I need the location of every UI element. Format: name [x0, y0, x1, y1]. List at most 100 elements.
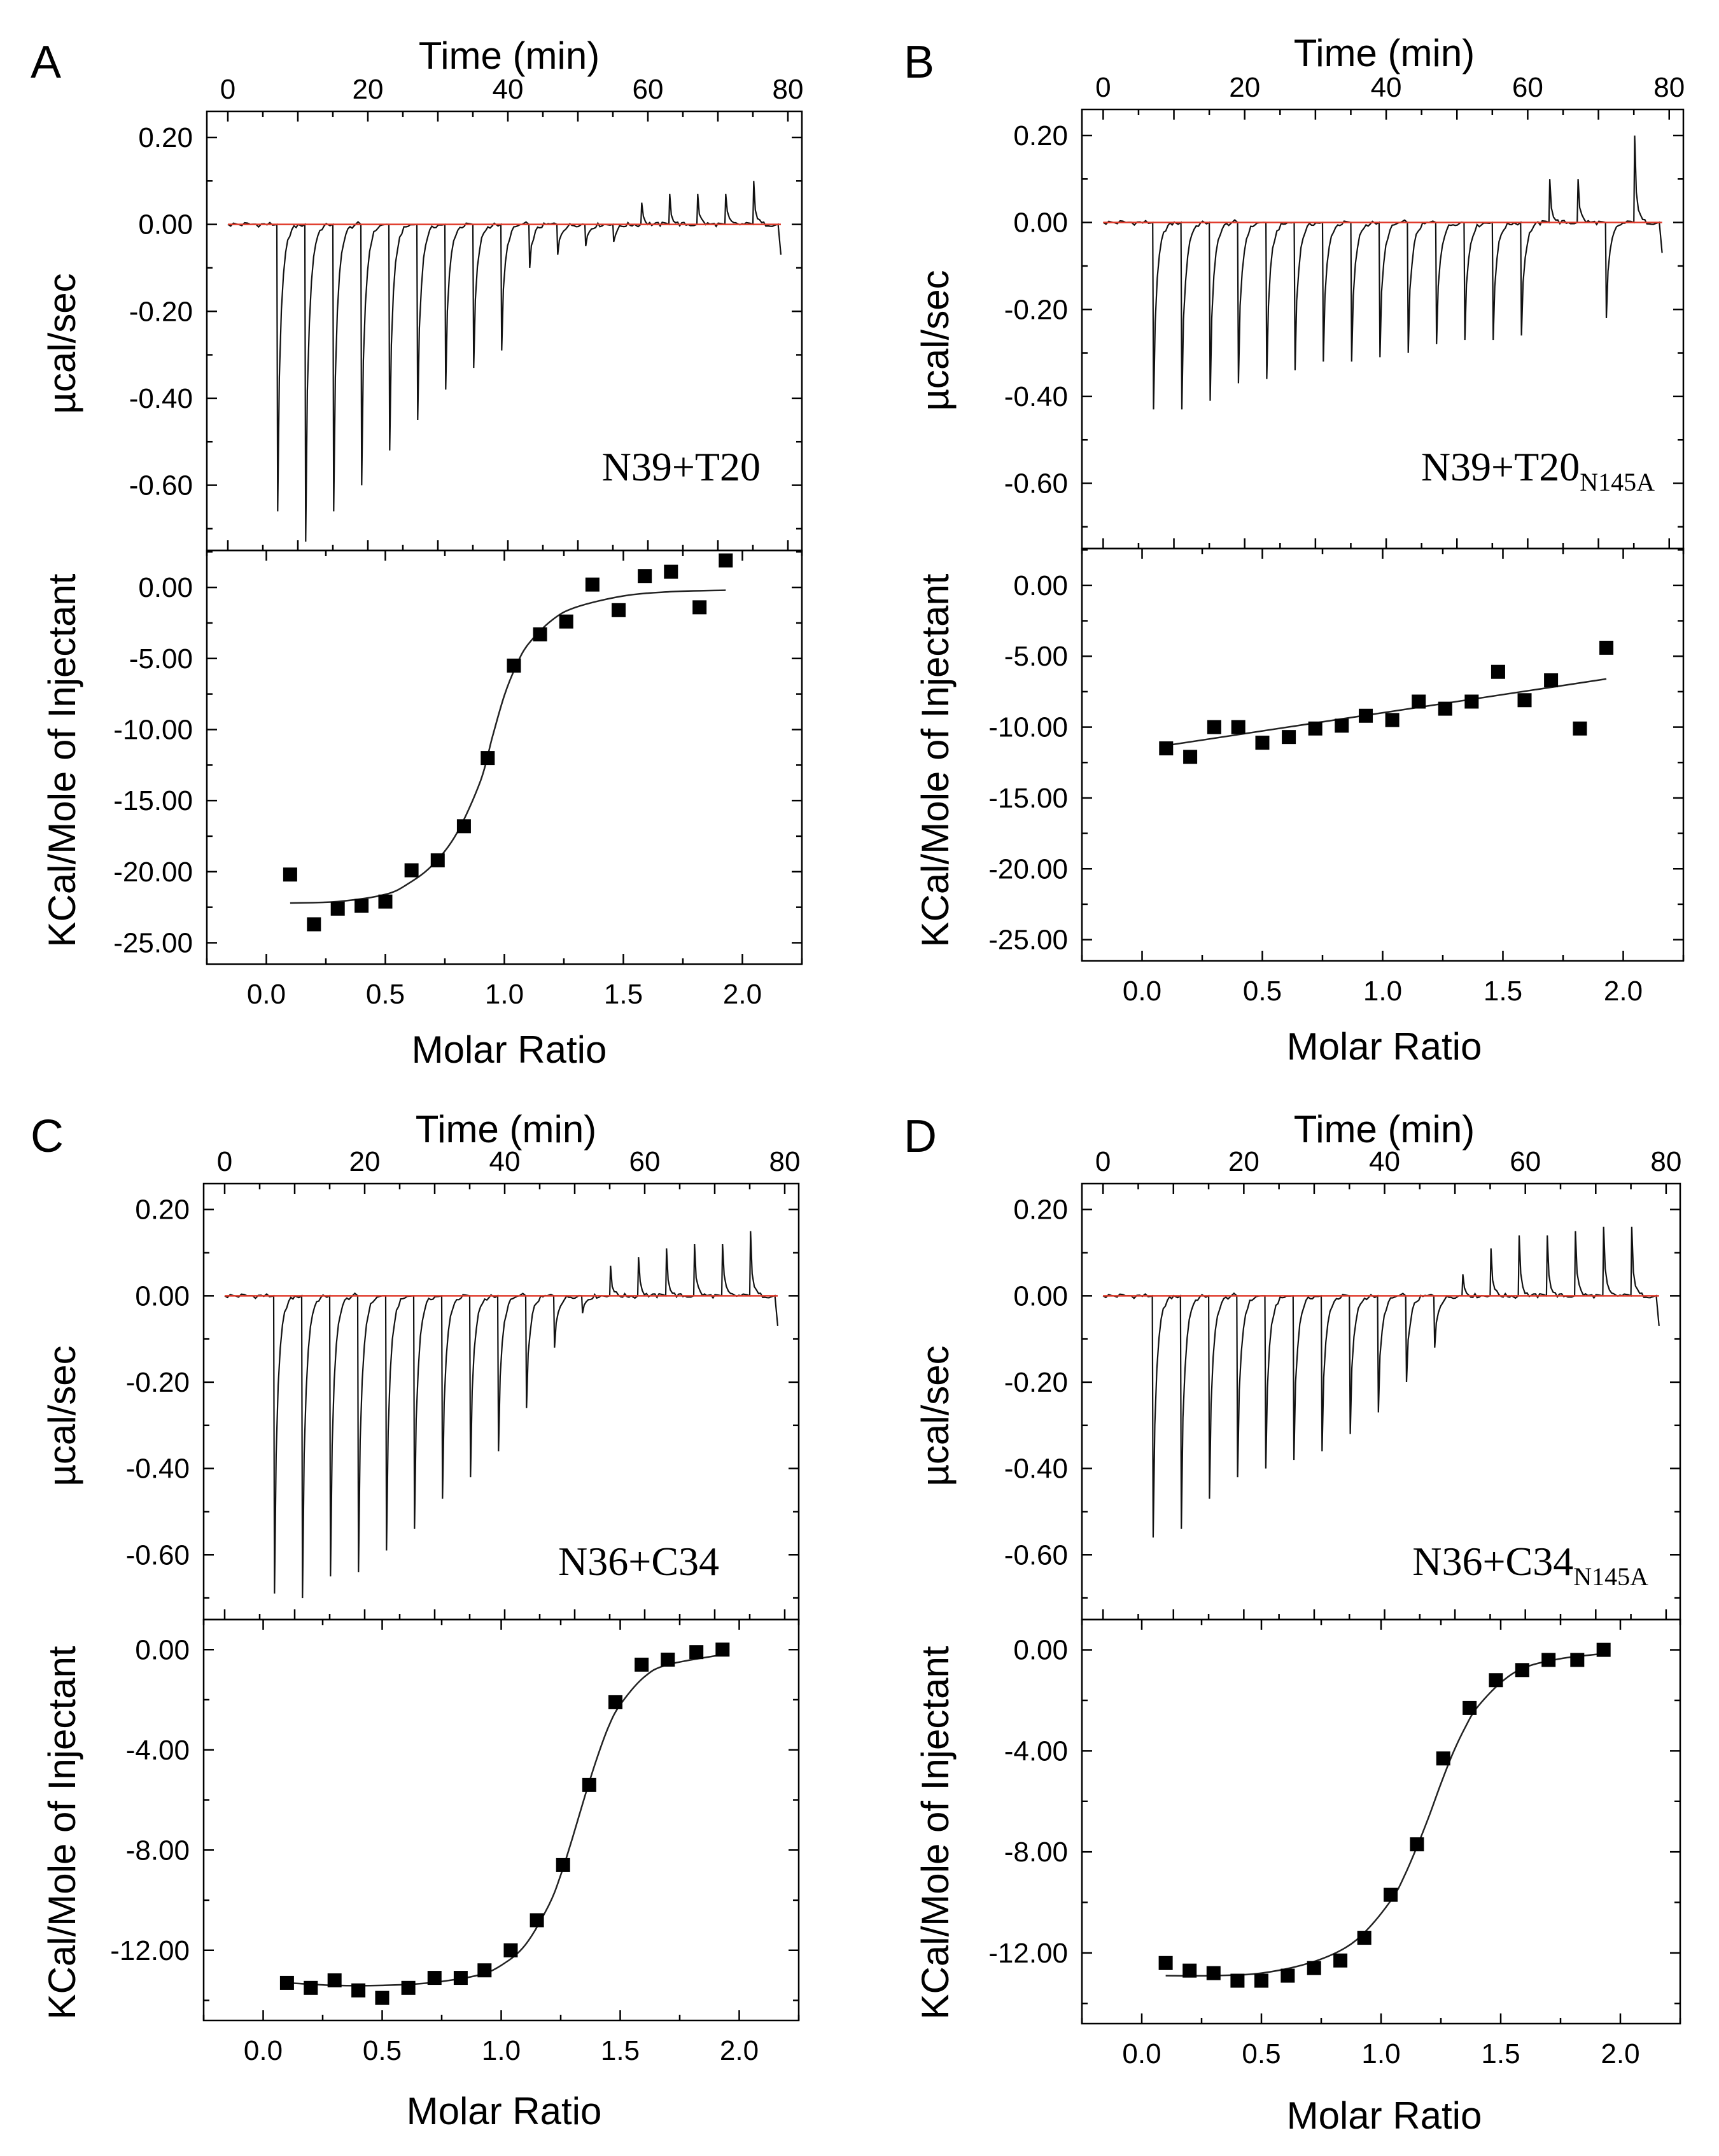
- ratio-axis-title: Molar Ratio: [407, 2090, 602, 2132]
- data-point: [582, 1777, 596, 1792]
- y-tick-label: -8.00: [1004, 1837, 1068, 1868]
- x-tick-label: 0.5: [366, 979, 405, 1010]
- enthalpy-axis-title: KCal/Mole of Injectant: [41, 573, 83, 947]
- data-point: [1464, 694, 1479, 709]
- x-tick-label: 40: [1371, 72, 1402, 103]
- fit-curve: [290, 589, 726, 904]
- binding-isotherm-plot: 0.00 -5.00 -10.00 -15.00 -20.00 -25.00 0.0 0.5 1…: [988, 547, 1685, 1007]
- data-point: [1438, 701, 1452, 716]
- x-tick-label: 60: [1510, 1146, 1541, 1177]
- power-axis-title: µcal/sec: [914, 1345, 957, 1486]
- x-tick-label: 2.0: [720, 2035, 759, 2066]
- time-axis-title: Time (min): [419, 34, 600, 77]
- data-point: [556, 1858, 570, 1872]
- fit-curve: [1166, 678, 1607, 746]
- data-point: [530, 1913, 544, 1928]
- raw-heat-trace: [1102, 1226, 1660, 1538]
- sample-annotation: N39+T20N145A: [1421, 444, 1655, 496]
- y-tick-label: -0.60: [1004, 1539, 1068, 1571]
- binding-isotherm-plot: 0.00 -4.00 -8.00 -12.00 0.0 0.5 1.0 1.5 2.0: [988, 1618, 1681, 2069]
- panel-d: D Time (min) µcal/sec KCal/Mole of Injec…: [904, 1108, 1681, 2137]
- y-tick-label: -0.40: [126, 1453, 190, 1485]
- y-tick-label: -12.00: [110, 1935, 190, 1966]
- data-point: [1385, 713, 1400, 727]
- sample-annotation: N36+C34: [558, 1539, 719, 1584]
- data-point: [430, 853, 445, 867]
- ratio-axis-title: Molar Ratio: [412, 1028, 607, 1071]
- data-point: [477, 1963, 492, 1978]
- y-tick-label: -0.40: [1004, 1453, 1068, 1485]
- data-point: [1307, 1961, 1321, 1975]
- x-tick-label: 80: [769, 1146, 801, 1177]
- x-tick-label: 1.0: [1363, 976, 1402, 1007]
- data-point: [1570, 1653, 1585, 1667]
- data-point: [608, 1695, 623, 1709]
- x-tick-label: 2.0: [723, 979, 762, 1010]
- data-point: [1436, 1751, 1450, 1766]
- x-tick-label: 2.0: [1604, 976, 1643, 1007]
- data-point: [533, 627, 547, 641]
- data-point: [1463, 1700, 1477, 1715]
- data-point: [585, 577, 600, 592]
- x-tick-label: 2.0: [1601, 2038, 1639, 2069]
- data-point: [1207, 720, 1221, 734]
- x-tick-label: 40: [1369, 1146, 1400, 1177]
- data-point: [1544, 673, 1559, 688]
- panel-letter: D: [904, 1111, 937, 1162]
- data-point: [638, 569, 652, 584]
- y-tick-label: -20.00: [988, 853, 1068, 885]
- data-point: [327, 1973, 342, 1987]
- data-point: [1282, 730, 1296, 745]
- y-tick-label: -5.00: [129, 643, 193, 675]
- annotation-subscript: N145A: [1573, 1562, 1648, 1591]
- annotation-main: N39+T20: [1421, 444, 1580, 489]
- y-tick-label: -10.00: [113, 714, 193, 745]
- annotation-main: N36+C34: [1412, 1539, 1573, 1584]
- data-point: [1308, 721, 1323, 736]
- sample-annotation: N36+C34N145A: [1412, 1539, 1648, 1591]
- x-tick-label: 60: [629, 1146, 661, 1177]
- data-point: [1183, 750, 1198, 764]
- y-tick-label: 0.00: [138, 572, 193, 603]
- y-tick-label: -0.20: [1004, 1367, 1068, 1398]
- data-point: [1159, 741, 1174, 755]
- x-tick-label: 20: [1229, 72, 1260, 103]
- panel-letter: B: [904, 37, 934, 88]
- data-point: [719, 553, 733, 568]
- x-tick-label: 60: [633, 74, 664, 105]
- x-tick-label: 80: [773, 74, 804, 105]
- panel-c: C Time (min) µcal/sec KCal/Mole of Injec…: [31, 1108, 800, 2132]
- panel-letter: A: [31, 37, 61, 88]
- data-point: [1182, 1963, 1197, 1978]
- data-point: [304, 1980, 318, 1995]
- y-tick-label: 0.00: [1013, 1635, 1068, 1666]
- data-point: [354, 899, 369, 913]
- x-tick-label: 80: [1650, 1146, 1681, 1177]
- data-point: [330, 901, 345, 916]
- y-tick-label: 0.20: [135, 1194, 190, 1226]
- plot-frame: [1081, 1182, 1681, 1621]
- data-point: [1280, 1968, 1295, 1983]
- data-point: [453, 1971, 468, 1985]
- binding-isotherm-plot: 0.00 -5.00 -10.00 -15.00 -20.00 -25.00 0.0 0.5 1…: [113, 549, 803, 1010]
- x-tick-label: 0.0: [1123, 976, 1161, 1007]
- data-point: [1489, 1673, 1503, 1688]
- enthalpy-axis-title: KCal/Mole of Injectant: [41, 1646, 83, 2019]
- y-tick-label: -8.00: [126, 1835, 190, 1866]
- data-point: [283, 867, 297, 882]
- x-tick-label: 0.5: [363, 2035, 402, 2066]
- y-tick-label: -15.00: [988, 783, 1068, 814]
- y-tick-label: -0.60: [1004, 468, 1068, 500]
- y-tick-label: 0.20: [138, 122, 193, 153]
- y-tick-label: 0.00: [138, 209, 193, 241]
- x-tick-label: 20: [349, 1146, 381, 1177]
- x-tick-label: 0.0: [244, 2035, 283, 2066]
- data-point: [1517, 693, 1532, 708]
- data-point: [1231, 720, 1245, 734]
- data-point: [307, 917, 321, 932]
- x-tick-label: 0.0: [1122, 2038, 1161, 2069]
- y-tick-label: -15.00: [113, 785, 193, 816]
- panel-letter: C: [31, 1111, 64, 1162]
- data-point: [559, 614, 573, 629]
- y-tick-label: 0.20: [1013, 1194, 1068, 1226]
